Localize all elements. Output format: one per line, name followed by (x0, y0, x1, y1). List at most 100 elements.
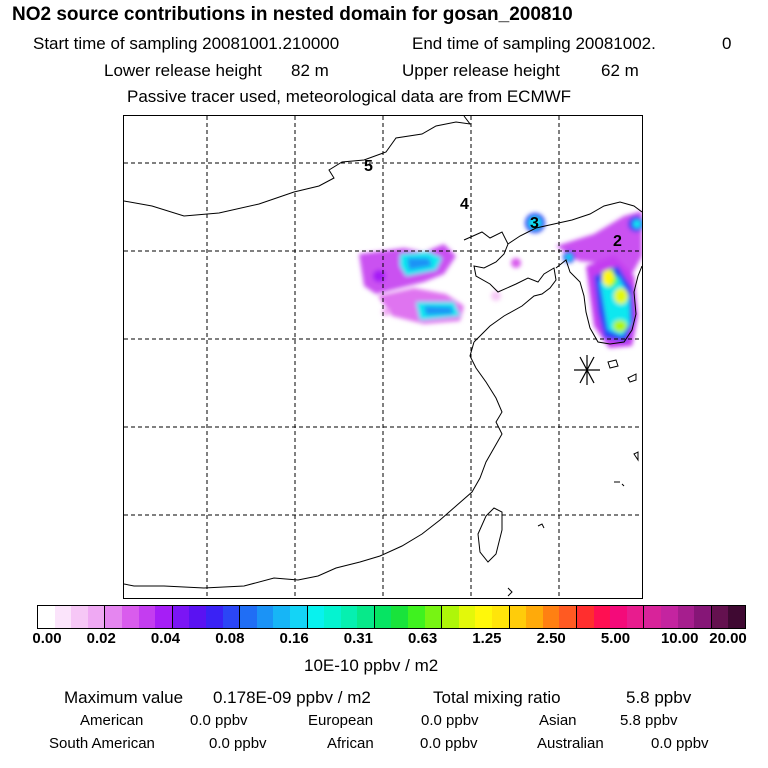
island-small-2 (507, 587, 513, 597)
colorbar-tick-label: 20.00 (709, 630, 747, 647)
source-number-2: 2 (613, 233, 622, 250)
plume-source3-core (529, 217, 541, 229)
colorbar-swatch (458, 606, 476, 628)
colorbar-swatch (171, 606, 190, 628)
colorbar-swatch (492, 606, 509, 628)
total-mixing-value: 5.8 ppbv (626, 688, 692, 707)
plume-korea-mid-core (566, 254, 572, 260)
colorbar-swatch (138, 606, 156, 628)
plume-speck-a (373, 270, 385, 282)
upper-release-value: 62 m (601, 61, 639, 80)
colorbar-swatch (324, 606, 341, 628)
map-canvas: 5 4 3 2 (124, 116, 642, 598)
graticule (124, 116, 642, 598)
colorbar-tick-label: 0.00 (32, 630, 62, 647)
colorbar-swatch (121, 606, 139, 628)
colorbar-swatch (273, 606, 290, 628)
colorbar-swatch (205, 606, 223, 628)
region-value: 0.0 ppbv (190, 712, 248, 729)
end-time-suffix: 0 (722, 34, 732, 53)
colorbar-swatch (626, 606, 644, 628)
total-mixing-label: Total mixing ratio (433, 688, 561, 707)
plume-korea-yellow-2 (614, 288, 628, 304)
colorbar-swatch (660, 606, 678, 628)
colorbar-tick-label: 2.50 (536, 630, 566, 647)
colorbar-swatch (559, 606, 576, 628)
plume-speck-b (382, 308, 390, 316)
plume-speck-c (491, 291, 501, 301)
colorbar-swatch (71, 606, 88, 628)
colorbar-swatch (441, 606, 459, 628)
region-value: 0.0 ppbv (421, 712, 479, 729)
region-name: African (327, 735, 374, 752)
plume-west-lower-inner (424, 306, 453, 315)
coast-east-china (124, 341, 503, 589)
region-value: 0.0 ppbv (651, 735, 709, 752)
colorbar-swatch (104, 606, 122, 628)
colorbar-tick-label: 0.02 (86, 630, 116, 647)
colorbar-swatch (710, 606, 729, 628)
region-value: 0.0 ppbv (420, 735, 478, 752)
colorbar-swatch (340, 606, 358, 628)
map-panel: 5 4 3 2 (123, 115, 643, 599)
map-title: NO2 source contributions in nested domai… (12, 4, 573, 25)
colorbar-swatch (475, 606, 493, 628)
colorbar-swatch (373, 606, 392, 628)
coast-korea (555, 259, 642, 345)
island-taiwan (477, 507, 503, 563)
colorbar-swatch (54, 606, 72, 628)
colorbar-swatch (38, 606, 55, 628)
colorbar-swatch (408, 606, 425, 628)
region-name: Australian (537, 735, 604, 752)
island-japan-1 (627, 373, 637, 383)
colorbar-swatch (222, 606, 240, 628)
colorbar-tick-label: 0.04 (150, 630, 181, 647)
colorbar-swatch (424, 606, 442, 628)
end-time: End time of sampling 20081002. (412, 34, 656, 53)
plume-korea-east-core (633, 220, 641, 228)
colorbar-tick-label: 10.00 (660, 630, 699, 647)
island-ryukyu (614, 481, 625, 487)
max-value-label: Maximum value (64, 688, 184, 707)
plume-korea-purple (556, 211, 642, 274)
colorbar-tick-label: 0.16 (279, 630, 309, 647)
max-value: 0.178E-09 ppbv / m2 (213, 688, 371, 707)
colorbar-swatch (526, 606, 543, 628)
colorbar-swatch (643, 606, 661, 628)
island-japan-2 (633, 451, 639, 462)
upper-release-label: Upper release height (402, 61, 560, 80)
colorbar-swatch (542, 606, 560, 628)
plume-korea-yellow-3 (613, 320, 627, 332)
colorbar-swatch (289, 606, 307, 628)
coast-bohai (463, 231, 557, 343)
plume-west-upper-inner (407, 258, 432, 270)
region-name: South American (49, 735, 155, 752)
colorbar-swatch (728, 606, 745, 628)
region-name: Asian (539, 712, 577, 729)
source-number-3: 3 (530, 215, 539, 232)
source-number-4: 4 (460, 196, 469, 213)
colorbar-swatch (357, 606, 374, 628)
colorbar-tick-label: 1.25 (472, 630, 502, 647)
lower-release-label: Lower release height (104, 61, 262, 80)
colorbar-swatch (576, 606, 594, 628)
colorbar-unit: 10E-10 ppbv / m2 (304, 656, 439, 675)
colorbar-swatch (239, 606, 257, 628)
coast-liaodong (507, 201, 642, 245)
island-small-1 (537, 523, 545, 529)
colorbar-swatch (391, 606, 409, 628)
colorbar-swatch (610, 606, 627, 628)
source-labels: 5 4 3 2 (364, 158, 622, 250)
region-name: European (308, 712, 374, 729)
lower-release-value: 82 m (291, 61, 329, 80)
colorbar-swatch (87, 606, 105, 628)
colorbar-swatch (256, 606, 274, 628)
colorbar-swatch (694, 606, 711, 628)
source-number-5: 5 (364, 158, 373, 175)
plume-speck-d (511, 258, 521, 268)
colorbar-tick-label: 0.63 (408, 630, 438, 647)
region-value: 5.8 ppbv (620, 712, 678, 729)
colorbar-swatch (189, 606, 206, 628)
tracer-note: Passive tracer used, meteorological data… (127, 87, 572, 106)
colorbar-tick-label: 0.08 (215, 630, 245, 647)
